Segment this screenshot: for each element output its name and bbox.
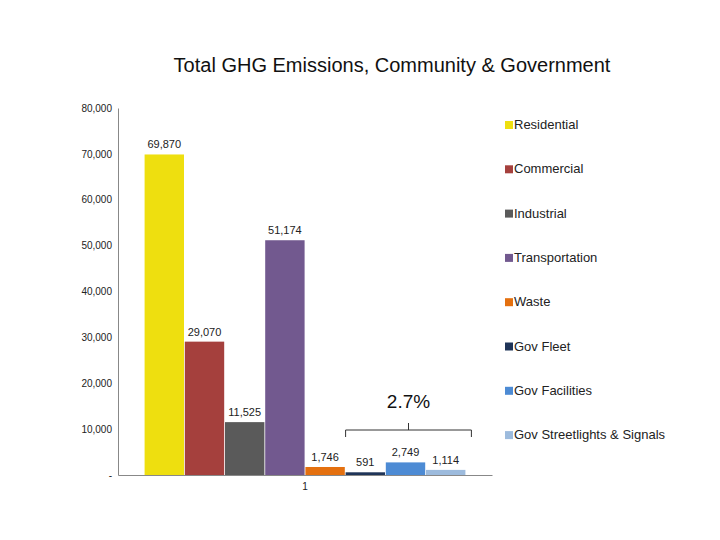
data-labels: 69,870 29,070 11,525 51,174 1,746 591 2,749 1,1… [147, 138, 459, 468]
y-tick: 40,000 [81, 286, 118, 297]
data-label: 2,749 [392, 446, 420, 458]
y-tick-label: 50,000 [81, 240, 112, 251]
data-label: 11,525 [228, 406, 261, 418]
legend-label: Transportation [514, 250, 597, 265]
legend-swatch [505, 165, 513, 173]
y-tick-label: 30,000 [81, 332, 112, 343]
chart: Total GHG Emissions, Community & Governm… [0, 0, 720, 540]
legend-swatch [505, 387, 513, 395]
y-tick: 30,000 [81, 332, 118, 343]
bracket [346, 423, 472, 437]
legend-label: Waste [514, 294, 550, 309]
annotation: 2.7% [387, 391, 430, 412]
y-tick: - [109, 470, 118, 481]
legend-label: Commercial [514, 161, 583, 176]
bar [386, 462, 425, 475]
legend-label: Gov Streetlights & Signals [514, 427, 666, 442]
title: Total GHG Emissions, Community & Governm… [174, 54, 611, 76]
data-label: 29,070 [188, 326, 222, 338]
legend-label: Gov Facilities [514, 383, 593, 398]
y-tick: 70,000 [81, 149, 118, 160]
legend-swatch [505, 210, 513, 218]
data-label: 69,870 [147, 138, 181, 150]
data-label: 1,746 [311, 451, 339, 463]
x-axis: 1 [119, 475, 493, 492]
bar [145, 154, 184, 475]
x-tick: 1 [302, 475, 308, 492]
bar [346, 472, 385, 475]
legend-swatch [505, 254, 513, 262]
y-tick-label: - [109, 470, 112, 481]
legend: Residential Commercial Industrial Transport… [505, 117, 666, 442]
y-tick: 50,000 [81, 240, 118, 251]
y-axis-line [118, 109, 119, 476]
y-tick-label: 20,000 [81, 378, 112, 389]
y-tick: 20,000 [81, 378, 118, 389]
y-tick-label: 80,000 [81, 103, 112, 114]
data-label: 591 [356, 456, 374, 468]
y-tick: 80,000 [81, 103, 118, 114]
y-tick: 10,000 [81, 424, 118, 435]
legend-swatch [505, 343, 513, 351]
y-tick: 60,000 [81, 194, 118, 205]
y-tick-label: 60,000 [81, 194, 112, 205]
bar [225, 422, 264, 475]
legend-swatch [505, 121, 513, 129]
y-tick-label: 40,000 [81, 286, 112, 297]
data-label: 1,114 [432, 454, 459, 466]
y-tick-label: 10,000 [81, 424, 112, 435]
y-axis: - 10,000 20,000 30,000 40,000 50,000 60,000 70,… [81, 103, 118, 481]
legend-label: Residential [514, 117, 578, 132]
legend-swatch [505, 298, 513, 306]
bars [145, 154, 466, 475]
bar [305, 467, 344, 475]
bar [265, 240, 304, 475]
legend-label: Gov Fleet [514, 339, 571, 354]
x-tick-label: 1 [302, 481, 308, 492]
bar [185, 342, 224, 475]
legend-label: Industrial [514, 206, 567, 221]
legend-swatch [505, 431, 513, 439]
bar [426, 470, 465, 475]
data-label: 51,174 [268, 224, 302, 236]
y-tick-label: 70,000 [81, 149, 112, 160]
x-axis-line [119, 475, 493, 476]
